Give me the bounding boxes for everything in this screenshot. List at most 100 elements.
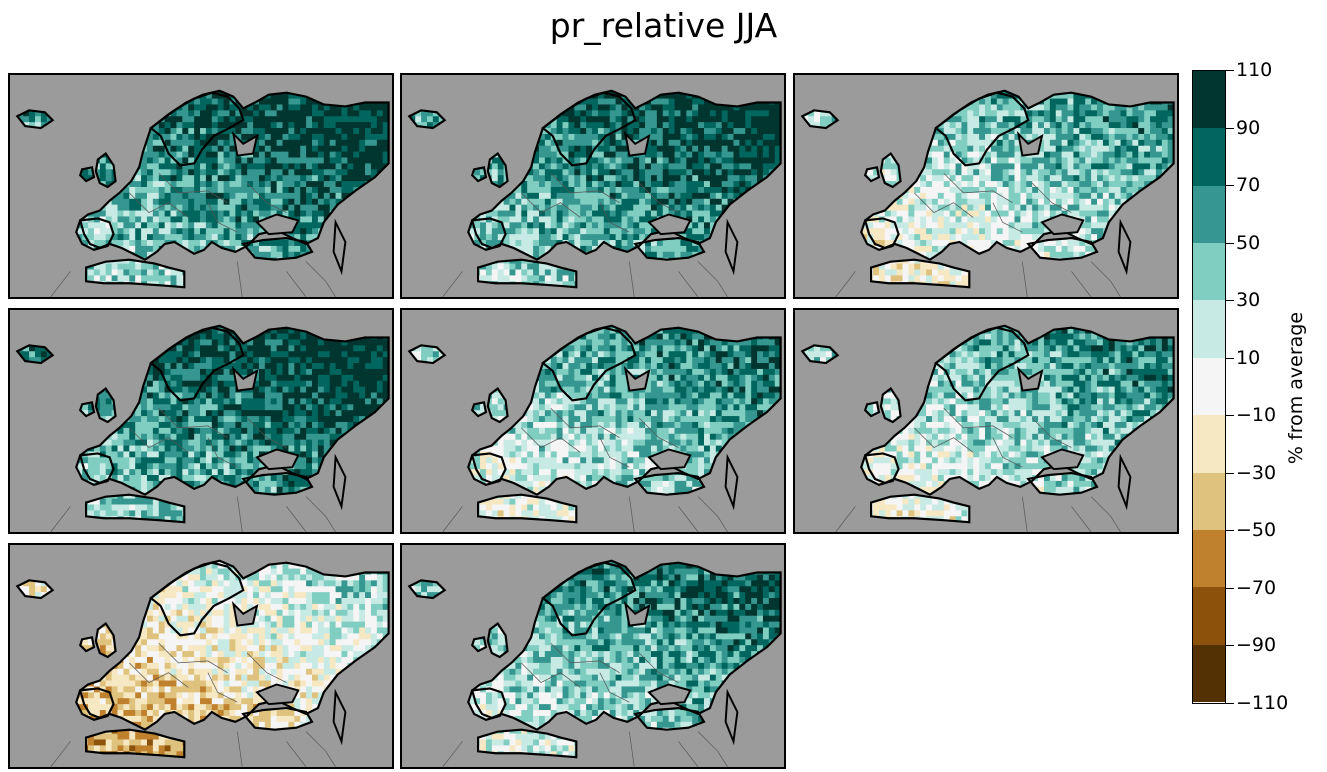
colorbar-tick [1226, 127, 1234, 129]
coastline [467, 452, 507, 487]
country-border [129, 427, 189, 453]
country-border [629, 496, 635, 532]
colorbar-tick [1226, 242, 1234, 244]
inland-sea [255, 213, 300, 236]
coastline [407, 109, 447, 130]
country-border [599, 672, 630, 703]
map-panel-7 [8, 543, 394, 769]
inland-sea [231, 366, 259, 392]
colorbar-segment [1193, 529, 1225, 588]
inland-sea [623, 366, 651, 392]
inland-sea [724, 218, 739, 276]
map-svg [796, 75, 1176, 297]
coastline [84, 493, 186, 524]
map-panel-4 [8, 308, 394, 534]
country-border [914, 427, 974, 453]
map-svg [403, 75, 783, 297]
country-border [678, 271, 699, 297]
country-border [550, 642, 620, 673]
colorbar-segment [1193, 472, 1225, 530]
coastline [149, 91, 245, 167]
coastline [75, 687, 115, 722]
country-border [992, 202, 1023, 233]
country-border [943, 407, 1013, 438]
inland-sea [231, 131, 259, 157]
country-border [678, 741, 699, 767]
country-border [550, 407, 620, 438]
inland-sea [647, 213, 692, 236]
coastline [869, 493, 971, 524]
country-border [50, 506, 71, 532]
country-border [1071, 271, 1092, 297]
inland-sea [255, 448, 300, 471]
coastline [541, 91, 637, 167]
country-border [442, 741, 463, 767]
coastline [800, 344, 840, 365]
colorbar-segment [1193, 415, 1225, 473]
country-border [129, 192, 189, 218]
coastline [84, 258, 186, 289]
coastline [78, 401, 96, 418]
country-border [50, 741, 71, 767]
coastline [470, 401, 488, 418]
coastline [149, 561, 245, 637]
coastline [934, 326, 1030, 402]
colorbar-tick-label: 30 [1236, 290, 1260, 310]
country-border [521, 662, 581, 688]
coastline [633, 706, 706, 731]
country-border [246, 182, 287, 213]
coastline [94, 152, 117, 189]
coastline [633, 471, 706, 496]
colorbar-tick [1226, 300, 1234, 302]
country-border [697, 496, 728, 532]
country-border [442, 506, 463, 532]
country-border [237, 731, 243, 767]
coastline [78, 89, 390, 261]
inland-sea [231, 601, 259, 627]
map-panel-2 [400, 73, 786, 299]
coastline [541, 326, 637, 402]
coastline [78, 324, 390, 496]
country-border [207, 202, 238, 233]
coastline [78, 166, 96, 183]
map-panel-5 [400, 308, 786, 534]
coastline [407, 579, 447, 600]
map-svg [11, 75, 391, 297]
colorbar-segment [1193, 128, 1225, 186]
colorbar-segment [1193, 644, 1225, 702]
coastline [486, 152, 509, 189]
coastline [541, 561, 637, 637]
coastline [800, 109, 840, 130]
coastline [476, 728, 578, 759]
figure-title: pr_relative JJA [0, 4, 1327, 48]
colorbar-tick-label: −70 [1236, 578, 1276, 598]
colorbar-tick-label: 50 [1236, 233, 1260, 253]
country-border [207, 437, 238, 468]
inland-sea [724, 453, 739, 511]
country-border [246, 417, 287, 448]
coastline [863, 324, 1175, 496]
country-border [638, 182, 679, 213]
coastline [470, 636, 488, 653]
colorbar-tick-label: −90 [1236, 635, 1276, 655]
country-border [158, 172, 228, 203]
colorbar-tick-label: −30 [1236, 463, 1276, 483]
country-border [305, 261, 336, 297]
colorbar-tick-label: −50 [1236, 520, 1276, 540]
colorbar-tick [1226, 70, 1234, 71]
colorbar-tick-label: 70 [1236, 175, 1260, 195]
country-border [629, 731, 635, 767]
country-border [237, 261, 243, 297]
colorbar-tick [1226, 472, 1234, 474]
coastline [467, 687, 507, 722]
inland-sea [1117, 218, 1132, 276]
country-border [305, 496, 336, 532]
colorbar-segment [1193, 587, 1225, 645]
colorbar-tick [1226, 415, 1234, 417]
inland-sea [1016, 131, 1044, 157]
colorbar [1192, 70, 1226, 704]
country-border [914, 192, 974, 218]
map-svg [403, 310, 783, 532]
coastline [1026, 471, 1099, 496]
map-panel-1 [8, 73, 394, 299]
